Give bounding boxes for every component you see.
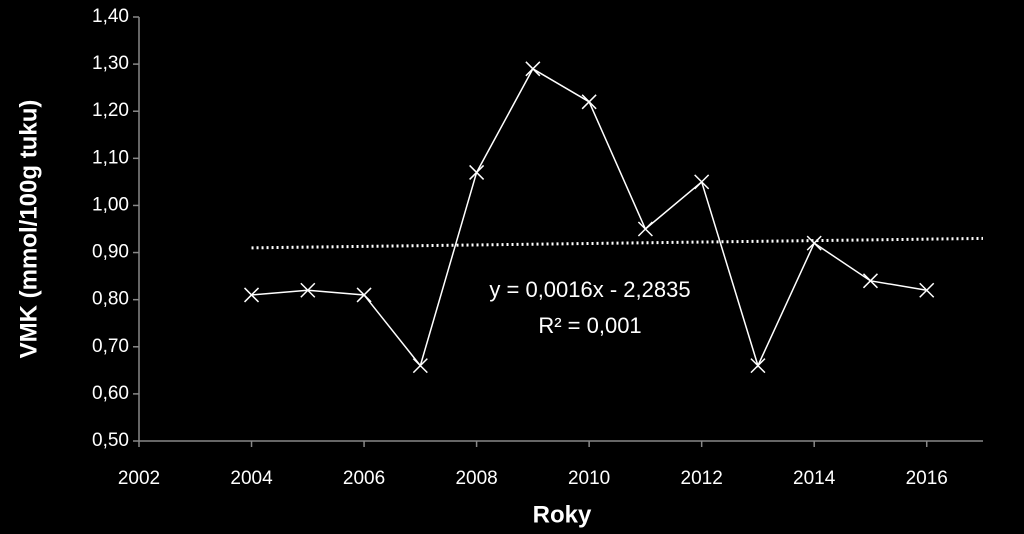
data-marker	[750, 358, 766, 374]
x-tick-label: 2006	[343, 468, 385, 489]
data-marker	[919, 282, 935, 298]
x-tick-label: 2010	[568, 468, 610, 489]
data-marker	[469, 164, 485, 180]
data-marker	[300, 282, 316, 298]
x-tick-label: 2016	[906, 468, 948, 489]
data-marker	[356, 287, 372, 303]
x-tick-label: 2002	[118, 468, 160, 489]
data-marker	[806, 235, 822, 251]
data-marker	[412, 358, 428, 374]
y-tick-label: 1,40	[92, 6, 129, 27]
data-marker	[244, 287, 260, 303]
y-tick-label: 1,00	[92, 194, 129, 215]
x-tick-label: 2014	[793, 468, 836, 489]
data-marker	[862, 273, 878, 289]
y-tick-label: 0,70	[92, 336, 129, 357]
y-tick-label: 0,60	[92, 383, 129, 404]
y-tick-label: 0,80	[92, 289, 129, 310]
trend-r2: R² = 0,001	[538, 313, 641, 338]
x-tick-label: 2012	[681, 468, 723, 489]
y-tick-label: 1,10	[92, 147, 129, 168]
trend-equation: y = 0,0016x - 2,2835	[489, 277, 690, 302]
x-axis-title: Roky	[533, 501, 592, 528]
data-marker	[637, 221, 653, 237]
y-axis-title: VMK (mmol/100g tuku)	[15, 100, 42, 359]
y-tick-label: 0,90	[92, 242, 129, 263]
y-tick-label: 1,20	[92, 100, 129, 121]
data-marker	[694, 174, 710, 190]
trendline	[251, 236, 984, 250]
y-tick-label: 0,50	[92, 430, 129, 451]
y-tick-label: 1,30	[92, 53, 129, 74]
x-tick-label: 2004	[230, 468, 273, 489]
x-tick-label: 2008	[455, 468, 497, 489]
data-marker	[525, 61, 541, 77]
data-marker	[581, 94, 597, 110]
